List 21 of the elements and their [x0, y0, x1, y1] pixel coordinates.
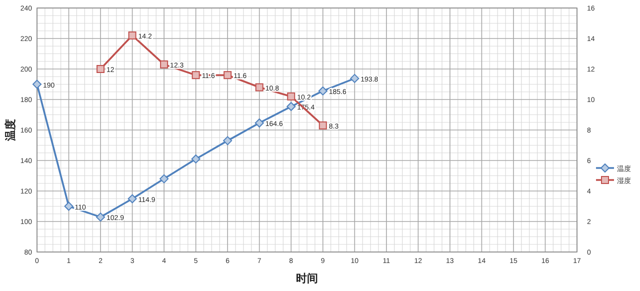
point [350, 74, 360, 83]
point [318, 121, 327, 130]
y-axis-title: 温度 [4, 119, 17, 142]
point [224, 71, 232, 80]
point [64, 202, 74, 211]
point [96, 212, 106, 222]
point [318, 86, 328, 96]
point [191, 154, 200, 164]
point [223, 136, 232, 146]
point [255, 83, 264, 92]
point [160, 174, 169, 184]
point [254, 118, 264, 128]
point [287, 92, 296, 100]
point [128, 31, 136, 40]
point [96, 65, 105, 73]
x-axis-title: 时间 [296, 272, 318, 285]
point [160, 60, 168, 68]
point [128, 194, 137, 204]
point [32, 80, 42, 89]
point [192, 71, 200, 80]
point [286, 102, 296, 112]
